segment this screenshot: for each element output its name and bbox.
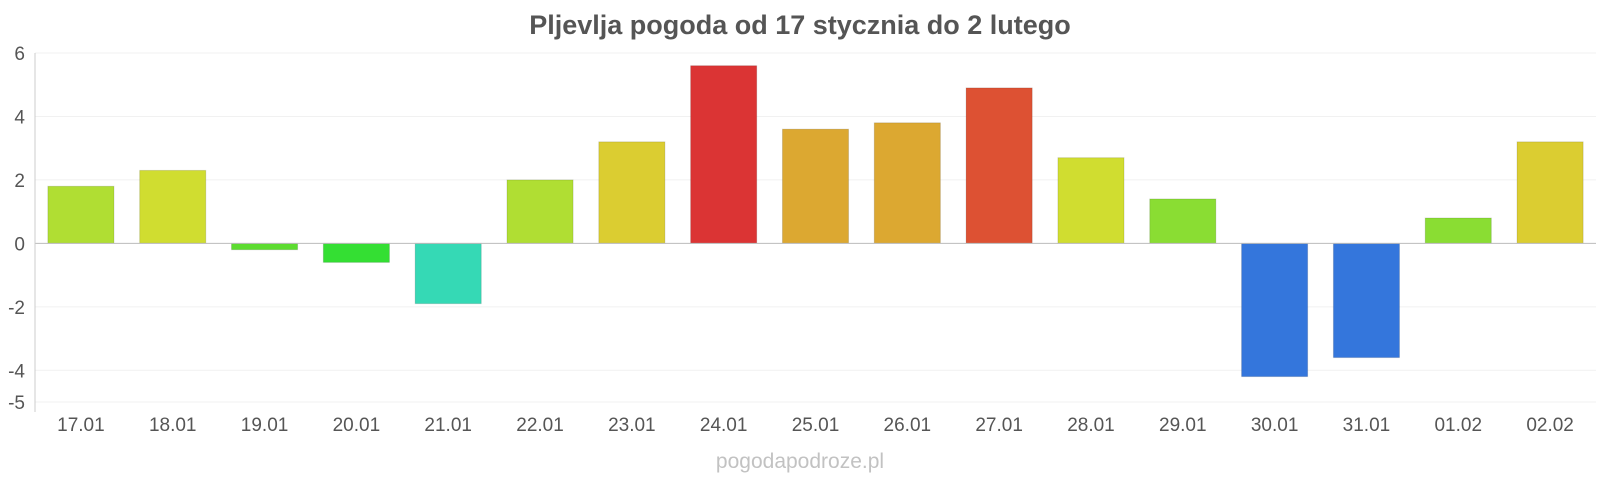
x-tick-label: 24.01 [700,415,748,436]
bars [47,65,1584,378]
bar-21.01 [414,242,482,305]
x-tick-label: 02.02 [1526,415,1574,436]
bar-28.01 [1057,157,1125,244]
y-tick-labels: 6 4 2 0 -2 -4 -5 [8,44,25,414]
bar-29.01 [1149,198,1217,244]
chart-title: Pljevlja pogoda od 17 stycznia do 2 lute… [529,10,1071,40]
watermark: pogodapodroze.pl [715,450,885,473]
bar-25.01 [781,128,850,244]
x-tick-label: 17.01 [57,415,105,436]
bar-23.01 [598,141,666,244]
bar-17.01 [47,185,115,244]
y-tick-label: 4 [14,107,25,128]
x-tick-label: 25.01 [792,415,840,436]
axes [34,53,1596,412]
x-tick-label: 19.01 [241,415,289,436]
bar-26.01 [873,122,941,244]
y-tick-label: -4 [8,361,25,382]
x-tick-label: 30.01 [1251,415,1299,436]
x-tick-labels: 17.01 18.01 19.01 20.01 21.01 22.01 23.01 24.01… [57,415,1574,436]
x-tick-label: 18.01 [149,415,197,436]
x-tick-label: 21.01 [424,415,472,436]
bar-27.01 [965,87,1033,244]
y-tick-label: -5 [8,393,25,414]
bar-01.02 [1424,217,1492,244]
bar-31.01 [1332,242,1400,359]
x-tick-label: 20.01 [333,415,381,436]
bar-22.01 [506,179,574,244]
x-tick-label: 29.01 [1159,415,1207,436]
x-tick-label: 28.01 [1067,415,1115,436]
x-tick-label: 22.01 [516,415,564,436]
x-tick-label: 23.01 [608,415,656,436]
y-tick-label: 6 [14,44,25,65]
x-tick-label: 31.01 [1343,415,1391,436]
y-tick-label: 0 [14,234,25,255]
y-tick-label: 2 [14,171,25,192]
bar-24.01 [690,65,758,244]
bar-30.01 [1241,242,1309,378]
bar-18.01 [139,169,207,244]
bar-20.01 [322,242,390,263]
bar-19.01 [231,242,299,251]
x-tick-label: 27.01 [975,415,1023,436]
x-tick-label: 26.01 [884,415,932,436]
bar-02.02 [1516,141,1584,244]
y-tick-label: -2 [8,298,25,319]
x-tick-label: 01.02 [1434,415,1482,436]
